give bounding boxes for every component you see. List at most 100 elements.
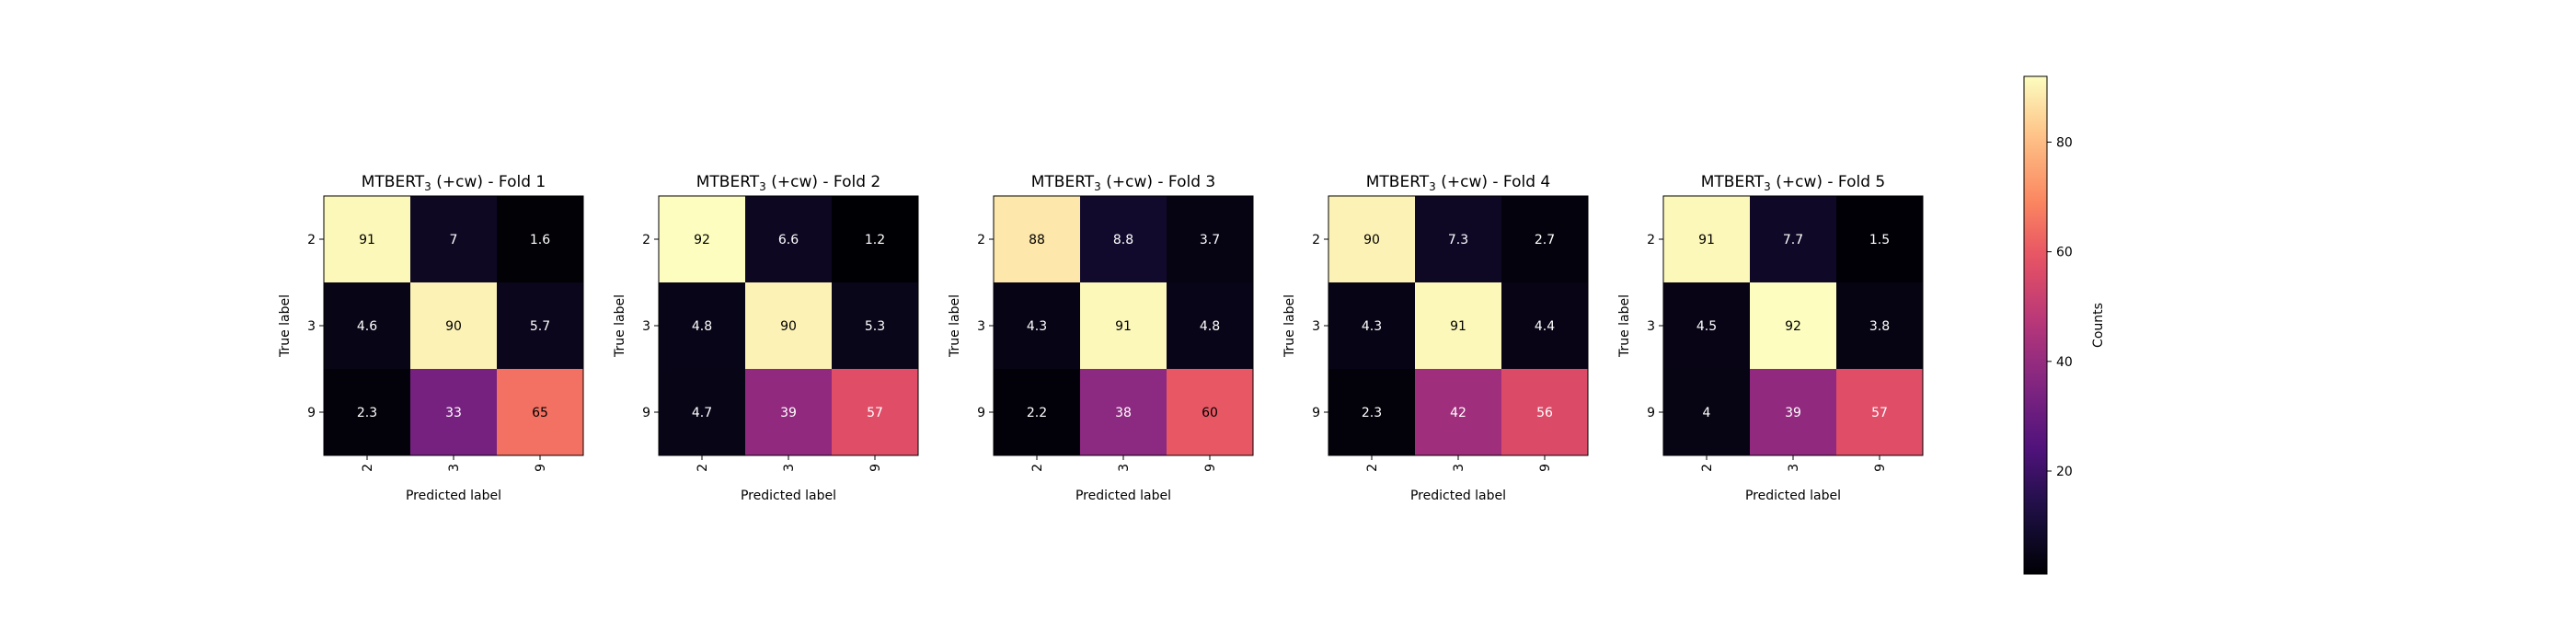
cell-value-label: 4.8: [1200, 319, 1220, 334]
colorbar: 20 40 60 80 Counts: [2023, 75, 2106, 575]
cell-value-label: 90: [780, 319, 797, 334]
cell-value-label: 5.3: [865, 319, 885, 334]
cell-value-label: 4: [1703, 406, 1711, 420]
y-tick-label: 9: [977, 406, 985, 420]
cell-value-label: 1.5: [1869, 233, 1890, 247]
heatmap-cell: [659, 196, 745, 282]
panel-title: MTBERT3 (+cw) - Fold 4: [1366, 173, 1550, 193]
cell-value-label: 2.7: [1535, 233, 1555, 247]
heatmap-cell: [1836, 196, 1923, 282]
confusion-matrix-fold-5: MTBERT3 (+cw) - Fold 591 7.7 1.54.5 92 3.84 3…: [1617, 173, 1924, 503]
cell-value-label: 33: [445, 406, 462, 420]
cell-value-label: 2.2: [1027, 406, 1047, 420]
cell-value-label: 4.3: [1362, 319, 1382, 334]
cell-value-label: 3.8: [1869, 319, 1890, 334]
cell-value-label: 91: [359, 233, 375, 247]
heatmap-cell: [1167, 369, 1253, 455]
heatmap-cell: [1750, 282, 1836, 369]
cell-value-label: 2.3: [1362, 406, 1382, 420]
x-tick-label: 3: [782, 464, 797, 472]
panel-title: MTBERT3 (+cw) - Fold 3: [1031, 173, 1215, 193]
heatmap-cell: [1328, 369, 1415, 455]
y-tick-label: 2: [1312, 233, 1320, 247]
y-tick-label: 9: [1312, 406, 1320, 420]
heatmap-cell: [497, 369, 583, 455]
cell-value-label: 2.3: [357, 406, 377, 420]
confusion-matrix-fold-1: MTBERT3 (+cw) - Fold 1 91 7 1.6 4.6 90 5.7 2.3 3…: [278, 173, 584, 503]
heatmap-cell: [832, 196, 918, 282]
colorbar-tick-label: 40: [2056, 355, 2073, 370]
heatmap-cell: [410, 196, 497, 282]
heatmap-cell: [745, 196, 832, 282]
x-tick-label: 2: [1365, 464, 1380, 472]
cell-value-label: 91: [1115, 319, 1132, 334]
y-axis-label: True label: [278, 294, 293, 358]
x-tick-label: 3: [1787, 464, 1801, 472]
cell-value-label: 39: [780, 406, 797, 420]
heatmap-cell: [1663, 282, 1750, 369]
x-tick-label: 9: [534, 464, 548, 472]
x-tick-label: 2: [1700, 464, 1715, 472]
heatmap-cell: [994, 369, 1080, 455]
heatmap-cell: [1080, 282, 1167, 369]
x-axis-label: Predicted label: [406, 489, 501, 503]
cell-value-label: 60: [1202, 406, 1218, 420]
cell-value-label: 7: [450, 233, 458, 247]
heatmap-cell: [1750, 369, 1836, 455]
colorbar-tick-label: 20: [2056, 465, 2073, 479]
panel-title: MTBERT3 (+cw) - Fold 1: [362, 173, 546, 193]
cell-value-label: 4.4: [1535, 319, 1555, 334]
cell-value-label: 39: [1785, 406, 1801, 420]
cell-value-label: 57: [1871, 406, 1888, 420]
y-tick-label: 9: [307, 406, 316, 420]
y-axis-label: True label: [948, 294, 962, 358]
heatmap-cell: [745, 282, 832, 369]
heatmap-cell: [1501, 369, 1588, 455]
cell-value-label: 8.8: [1113, 233, 1133, 247]
heatmap-cell: [1167, 196, 1253, 282]
panel-title: MTBERT3 (+cw) - Fold 2: [696, 173, 880, 193]
heatmap-cell: [497, 196, 583, 282]
colorbar-tick-label: 80: [2056, 135, 2073, 150]
confusion-matrix-fold-2: MTBERT3 (+cw) - Fold 292 6.6 1.24.8 90 5.34.…: [613, 173, 919, 503]
cell-value-label: 56: [1536, 406, 1553, 420]
heatmap-cell: [1501, 196, 1588, 282]
heatmap-cell: [1415, 282, 1501, 369]
heatmap-cell: [1080, 196, 1167, 282]
heatmap-cell: [410, 282, 497, 369]
cell-value-label: 4.5: [1696, 319, 1717, 334]
cell-value-label: 92: [1785, 319, 1801, 334]
x-tick-label: 3: [1117, 464, 1132, 472]
x-tick-label: 9: [868, 464, 883, 472]
heatmap-cell: [1415, 369, 1501, 455]
cell-value-label: 4.6: [357, 319, 377, 334]
x-tick-label: 2: [1030, 464, 1045, 472]
heatmap-cell: [324, 196, 410, 282]
y-axis-label: True label: [1617, 294, 1632, 358]
colorbar-label: Counts: [2091, 303, 2106, 348]
y-tick-label: 2: [307, 233, 316, 247]
x-tick-label: 2: [696, 464, 710, 472]
heatmap-cell: [994, 282, 1080, 369]
y-tick-label: 2: [642, 233, 650, 247]
cell-value-label: 7.3: [1448, 233, 1468, 247]
cell-value-label: 4.7: [692, 406, 712, 420]
cell-value-label: 7.7: [1783, 233, 1803, 247]
x-tick-label: 3: [447, 464, 462, 472]
heatmap-cell: [1836, 369, 1923, 455]
x-axis-label: Predicted label: [1745, 489, 1841, 503]
heatmap-cell: [832, 282, 918, 369]
cell-value-label: 38: [1115, 406, 1132, 420]
y-tick-label: 3: [642, 319, 650, 334]
x-axis-label: Predicted label: [1075, 489, 1171, 503]
heatmap-cell: [324, 282, 410, 369]
cell-value-label: 57: [867, 406, 883, 420]
panel-title: MTBERT3 (+cw) - Fold 5: [1701, 173, 1885, 193]
heatmap-cell: [1750, 196, 1836, 282]
cell-value-label: 3.7: [1200, 233, 1220, 247]
cell-value-label: 88: [1029, 233, 1045, 247]
x-tick-label: 2: [361, 464, 375, 472]
cell-value-label: 1.6: [530, 233, 550, 247]
heatmap-cell: [1080, 369, 1167, 455]
cell-value-label: 92: [694, 233, 710, 247]
